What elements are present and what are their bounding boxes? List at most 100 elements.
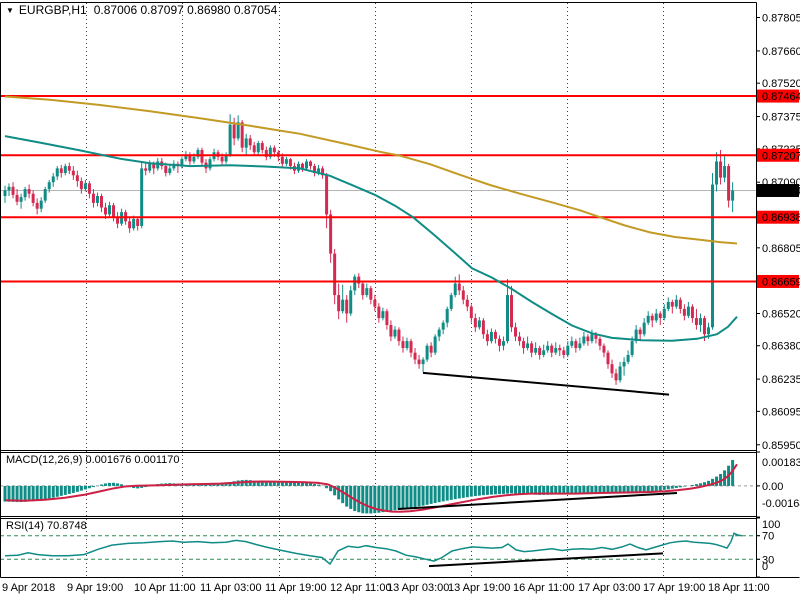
collapse-toggle-icon[interactable]: ▼ [6, 6, 14, 15]
candle-body [116, 216, 120, 224]
candle-body [674, 299, 678, 307]
price-axis-label: 0.86095 [762, 406, 800, 418]
candle-body [666, 301, 670, 309]
price-trendline[interactable] [422, 371, 670, 396]
candle-body [156, 161, 160, 169]
current-price-badge-text: 0.87054 [762, 185, 800, 197]
rsi-trendline[interactable] [428, 552, 664, 568]
candle-body [284, 159, 288, 164]
candle-body [23, 189, 27, 198]
macd-axis-label: -0.001685 [762, 498, 800, 510]
candle-body [570, 341, 574, 346]
candle-body [7, 186, 11, 191]
candle-body [132, 219, 136, 229]
candle-body [530, 343, 534, 353]
candle-body [534, 348, 538, 353]
candle-body [731, 190, 735, 201]
candle-body [727, 166, 731, 201]
candle-body [341, 299, 345, 312]
candle-body [112, 205, 116, 217]
candle-body [662, 308, 666, 319]
candle-body [260, 143, 264, 150]
candle-body [389, 325, 393, 337]
candle-body [457, 283, 461, 291]
candle-body [95, 196, 99, 203]
rsi-axis-label: 100 [762, 519, 780, 531]
candle-body [152, 163, 156, 169]
time-axis-label: 17 Apr 03:00 [578, 582, 640, 594]
macd-trendline[interactable] [397, 492, 678, 510]
candle-body [369, 288, 373, 300]
candle-body [268, 147, 272, 157]
macd-axis-label: 0.001836 [762, 457, 800, 469]
candle-body [566, 345, 570, 355]
candle-body [272, 147, 276, 153]
candle-body [184, 154, 188, 160]
candle-body [164, 166, 168, 173]
candle-body [618, 366, 622, 381]
candle-body [702, 318, 706, 335]
candle-body [188, 154, 192, 162]
candle-body [542, 350, 546, 355]
candle-body [79, 181, 83, 190]
candle-body [550, 345, 554, 353]
level-price-badge-text: 0.86659 [762, 276, 800, 288]
price-axis-label: 0.86380 [762, 341, 800, 353]
candle-body [148, 163, 152, 171]
candle-body [526, 343, 530, 349]
candle-body [518, 336, 522, 342]
candle-body [63, 166, 67, 173]
candle-body [586, 336, 590, 342]
candle-body [409, 341, 413, 353]
candle-body [626, 354, 630, 362]
candle-body [465, 299, 469, 307]
level-price-badge [757, 274, 799, 288]
rsi-line [4, 532, 743, 566]
macd-axis-label: 0.00 [762, 481, 783, 493]
candle-body [678, 299, 682, 309]
candle-body [634, 329, 638, 342]
time-axis-label: 10 Apr 11:00 [134, 582, 196, 594]
level-price-badge-text: 0.87207 [762, 150, 800, 162]
candle-body [309, 161, 313, 167]
time-axis-label: 12 Apr 11:00 [330, 582, 392, 594]
candle-body [296, 163, 300, 171]
time-axis-label: 17 Apr 19:00 [643, 582, 705, 594]
candle-body [413, 352, 417, 360]
candle-body [445, 308, 449, 323]
candle-body [236, 122, 240, 139]
candle-body [192, 156, 196, 162]
price-axis-label: 0.87375 [762, 112, 800, 124]
current-price-badge [757, 183, 799, 197]
time-axis-label: 13 Apr 19:00 [448, 582, 510, 594]
level-price-badge-text: 0.87464 [762, 91, 800, 103]
time-axis-label: 13 Apr 03:00 [387, 582, 449, 594]
candle-body [469, 306, 473, 319]
time-axis-label: 16 Apr 11:00 [513, 582, 575, 594]
candle-body [168, 168, 172, 173]
candle-body [658, 313, 662, 319]
candle-body [614, 373, 618, 381]
price-axis-label: 0.87805 [762, 13, 800, 25]
ma-slow-line [4, 95, 738, 245]
candle-body [493, 331, 497, 339]
candle-body [590, 334, 594, 342]
rsi-axis-label: 30 [762, 554, 774, 566]
candle-body [417, 359, 421, 365]
candle-body [497, 338, 501, 346]
candle-body [345, 299, 349, 314]
candle-body [578, 343, 582, 349]
ohlc-values: 0.87006 0.87097 0.86980 0.87054 [93, 3, 278, 17]
candle-body [144, 168, 148, 171]
candle-body [694, 318, 698, 326]
level-price-badge [757, 210, 799, 224]
candle-body [104, 207, 107, 215]
candle-body [622, 361, 626, 367]
candle-body [554, 348, 558, 353]
price-axis-label: 0.86235 [762, 374, 800, 386]
candle-body [385, 311, 389, 326]
price-axis-label: 0.86520 [762, 308, 800, 320]
candle-body [711, 184, 715, 328]
